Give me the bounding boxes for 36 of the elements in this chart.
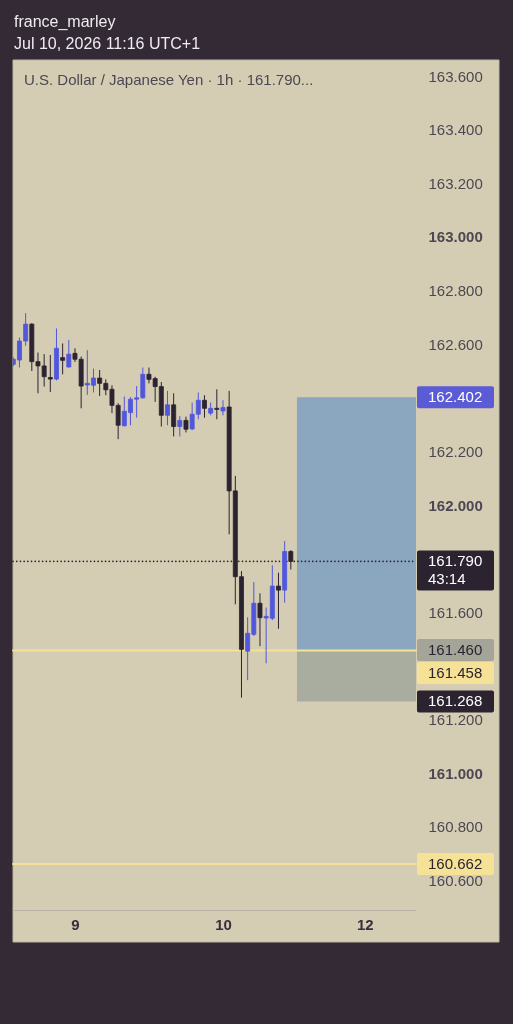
y-tick-label: 162.200 [428, 442, 483, 460]
text: 161.460 [428, 640, 483, 658]
band-label: 161.268 [428, 692, 483, 710]
text: Jul 10, 2026 11:16 UTC+1 [14, 35, 201, 52]
x-tick-label: 12 [356, 915, 374, 933]
x-tick-label: 10 [215, 915, 232, 933]
y-tick-label: 160.600 [428, 872, 483, 889]
y-tick-label: 161.600 [428, 603, 483, 621]
y-tick-label: 162.000 [428, 496, 483, 514]
ref-line-label: 161.458 [428, 663, 483, 681]
y-tick-label: 161.200 [428, 711, 483, 729]
candlestick [276, 572, 281, 630]
candlestick [257, 592, 263, 647]
candlestick [171, 392, 177, 437]
candlestick [66, 339, 72, 369]
candlestick [165, 390, 170, 426]
ref-line-label: 160.662 [428, 854, 483, 872]
text: france_marley [14, 13, 116, 31]
x-tick-label: 9 [71, 915, 80, 933]
y-tick-label: 160.800 [428, 818, 483, 836]
y-tick-label: 162.600 [428, 335, 483, 353]
candlestick [202, 394, 207, 419]
candlestick [177, 415, 183, 437]
candlestick [47, 354, 53, 393]
ref-line-label: 161.790 43:14 [428, 552, 483, 588]
candlestick [214, 388, 220, 420]
y-tick-label: 163.400 [428, 121, 483, 139]
y-tick-label: 163.600 [428, 67, 483, 85]
text: U.S. Dollar / Japanese Yen · 1h · 161.790... [24, 71, 314, 88]
band-label: 162.402 [428, 388, 483, 406]
y-tick-label: 163.200 [428, 174, 483, 192]
candlestick [60, 342, 66, 375]
y-tick-label: 163.000 [428, 228, 483, 246]
y-tick-label: 162.800 [428, 282, 483, 300]
y-tick-label: 161.000 [428, 764, 483, 782]
candlestick [220, 399, 226, 416]
